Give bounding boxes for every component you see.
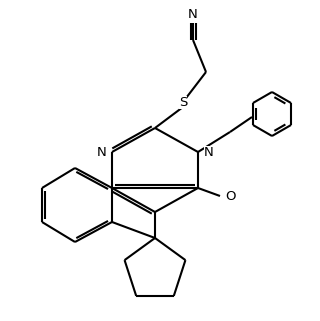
Text: N: N	[96, 145, 106, 159]
Text: S: S	[179, 96, 187, 108]
Text: N: N	[188, 7, 198, 21]
Text: O: O	[225, 189, 236, 203]
Text: N: N	[204, 145, 214, 159]
